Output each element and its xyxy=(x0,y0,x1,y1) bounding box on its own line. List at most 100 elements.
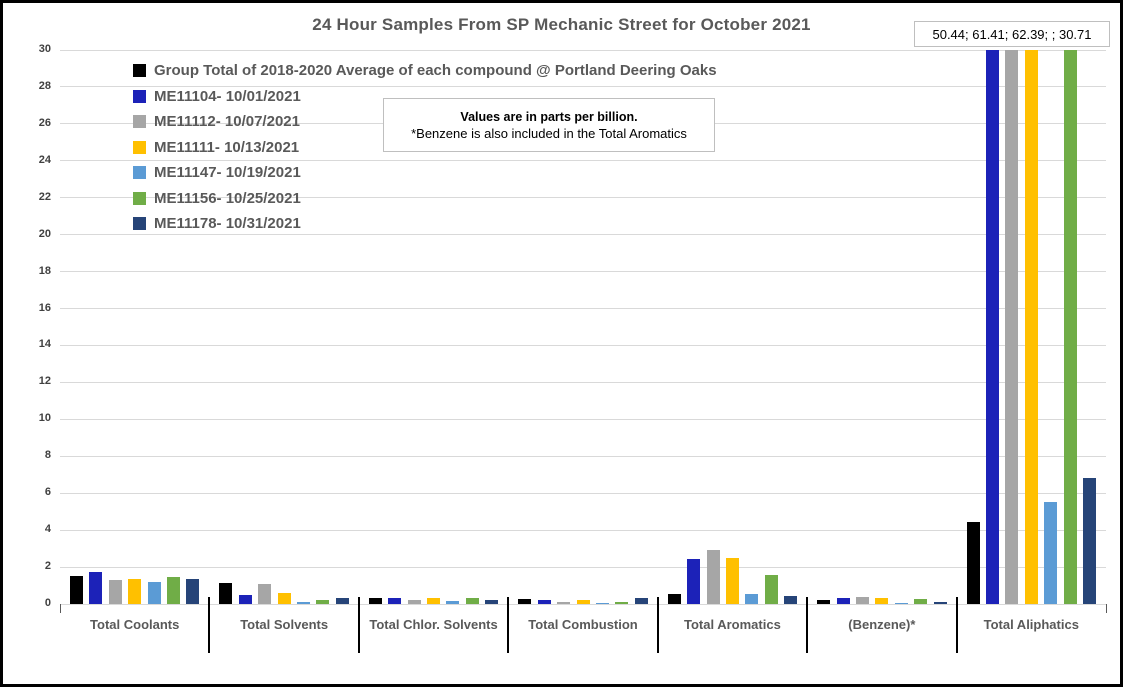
legend-swatch-icon xyxy=(133,140,146,154)
y-axis-tick-label: 4 xyxy=(44,523,51,536)
y-axis-tick-label: 22 xyxy=(38,190,51,203)
gridline-y-0 xyxy=(60,603,1106,605)
x-axis-category-label: Total Aromatics xyxy=(684,617,781,632)
bar-total-solvents-s4 xyxy=(297,602,311,604)
legend-label: ME11178- 10/31/2021 xyxy=(154,215,301,233)
bar-total-chlor-solvents-s4 xyxy=(446,601,460,604)
bar-total-chlor-solvents-s5 xyxy=(465,598,479,604)
bar--benzene--s3 xyxy=(875,597,889,604)
bar-total-aromatics-s3 xyxy=(725,557,739,604)
gridline-y-8 xyxy=(60,455,1106,457)
bar-total-combustion-s1 xyxy=(537,600,551,604)
bar-total-solvents-s6 xyxy=(335,598,349,604)
legend-item: ME11112- 10/07/2021 xyxy=(133,109,717,135)
category-separator xyxy=(507,597,510,653)
bar-total-solvents-s2 xyxy=(258,583,272,604)
bar-total-coolants-s3 xyxy=(128,579,142,604)
category-separator xyxy=(357,597,360,653)
bar-total-aromatics-s5 xyxy=(764,575,778,604)
x-axis-category-label: Total Coolants xyxy=(90,617,180,632)
legend-label: ME11156- 10/25/2021 xyxy=(154,189,301,207)
offscale-values-text: 50.44; 61.41; 62.39; ; 30.71 xyxy=(932,26,1092,42)
bar-total-aliphatics-s2 xyxy=(1005,50,1019,604)
bar--benzene--s1 xyxy=(836,598,850,604)
units-note-line2: *Benzene is also included in the Total A… xyxy=(411,125,687,141)
y-axis-tick-label: 14 xyxy=(38,338,51,351)
gridline-y-6 xyxy=(60,492,1106,494)
bar-total-solvents-s5 xyxy=(316,600,330,604)
bar-total-coolants-s6 xyxy=(186,579,200,604)
bar-total-solvents-s1 xyxy=(238,594,252,604)
chart-title: 24 Hour Samples From SP Mechanic Street … xyxy=(312,15,811,34)
y-axis-tick-label: 2 xyxy=(44,560,51,573)
legend: Group Total of 2018-2020 Average of each… xyxy=(133,58,717,237)
bar-total-combustion-s0 xyxy=(518,599,532,604)
legend-swatch-icon xyxy=(133,115,146,129)
gridline-y-20 xyxy=(60,234,1106,236)
y-axis-tick-label: 12 xyxy=(38,375,51,388)
legend-item: ME11111- 10/13/2021 xyxy=(133,135,717,161)
gridline-y-14 xyxy=(60,344,1106,346)
legend-swatch-icon xyxy=(133,217,146,231)
bar-total-chlor-solvents-s6 xyxy=(485,600,499,604)
gridline-y-10 xyxy=(60,418,1106,420)
legend-item: ME11104- 10/01/2021 xyxy=(133,84,717,110)
bar-total-aliphatics-s6 xyxy=(1082,477,1096,604)
gridline-y-18 xyxy=(60,271,1106,273)
gridline-y-30 xyxy=(60,49,1106,51)
y-axis-tick-label: 6 xyxy=(44,486,51,499)
bar-total-solvents-s0 xyxy=(219,582,233,604)
y-axis-tick-label: 0 xyxy=(44,597,51,609)
gridline-y-2 xyxy=(60,566,1106,568)
y-axis-tick-label: 10 xyxy=(38,412,51,425)
axis-edge-tick xyxy=(60,604,61,613)
y-axis-tick-label: 16 xyxy=(38,301,51,314)
legend-item: ME11178- 10/31/2021 xyxy=(133,211,717,237)
bar--benzene--s0 xyxy=(817,600,831,604)
gridline-y-22 xyxy=(60,197,1106,199)
bar--benzene--s2 xyxy=(855,596,869,604)
bar-total-combustion-s4 xyxy=(595,603,609,604)
legend-item: ME11147- 10/19/2021 xyxy=(133,160,717,186)
x-axis-category-label: Total Solvents xyxy=(240,617,329,632)
legend-swatch-icon xyxy=(133,166,146,180)
bar-total-aromatics-s0 xyxy=(667,593,681,604)
bar--benzene--s5 xyxy=(914,599,928,604)
bar-total-aromatics-s4 xyxy=(745,593,759,604)
bar-total-aliphatics-s4 xyxy=(1044,501,1058,604)
plot-area xyxy=(60,49,1106,605)
legend-label: ME11111- 10/13/2021 xyxy=(154,138,300,156)
bar-total-coolants-s5 xyxy=(167,577,180,604)
y-axis-tick-label: 20 xyxy=(38,227,51,240)
bar-total-aromatics-s2 xyxy=(706,549,720,604)
bar-total-combustion-s3 xyxy=(576,600,590,604)
legend-label: ME11104- 10/01/2021 xyxy=(154,87,301,105)
legend-swatch-icon xyxy=(133,191,146,205)
legend-label: Group Total of 2018-2020 Average of each… xyxy=(154,62,717,80)
bar-total-aromatics-s1 xyxy=(687,558,701,604)
category-separator xyxy=(806,597,809,653)
bar-total-coolants-s0 xyxy=(70,576,83,604)
bar-total-aliphatics-s0 xyxy=(966,521,980,604)
axis-edge-tick xyxy=(1106,604,1107,613)
offscale-values-callout: 50.44; 61.41; 62.39; ; 30.71 xyxy=(914,21,1110,47)
category-separator xyxy=(955,597,958,653)
bar-total-chlor-solvents-s0 xyxy=(368,597,382,604)
gridline-y-4 xyxy=(60,529,1106,531)
bar-total-aliphatics-s3 xyxy=(1024,50,1038,604)
bar-total-chlor-solvents-s3 xyxy=(427,598,441,604)
bar--benzene--s4 xyxy=(894,602,908,604)
bar--benzene--s6 xyxy=(933,602,947,604)
x-axis-category-label: (Benzene)* xyxy=(848,617,916,632)
gridline-y-16 xyxy=(60,308,1106,310)
bar-total-aliphatics-s1 xyxy=(985,50,999,604)
legend-label: ME11147- 10/19/2021 xyxy=(154,164,301,182)
bar-total-combustion-s2 xyxy=(557,602,571,604)
x-axis-category-label: Total Aliphatics xyxy=(983,617,1079,632)
units-note-box: Values are in parts per billion. *Benzen… xyxy=(383,98,715,152)
legend-swatch-icon xyxy=(133,64,146,78)
gridline-y-12 xyxy=(60,381,1106,383)
legend-swatch-icon xyxy=(133,89,146,103)
legend-item: ME11156- 10/25/2021 xyxy=(133,186,717,212)
